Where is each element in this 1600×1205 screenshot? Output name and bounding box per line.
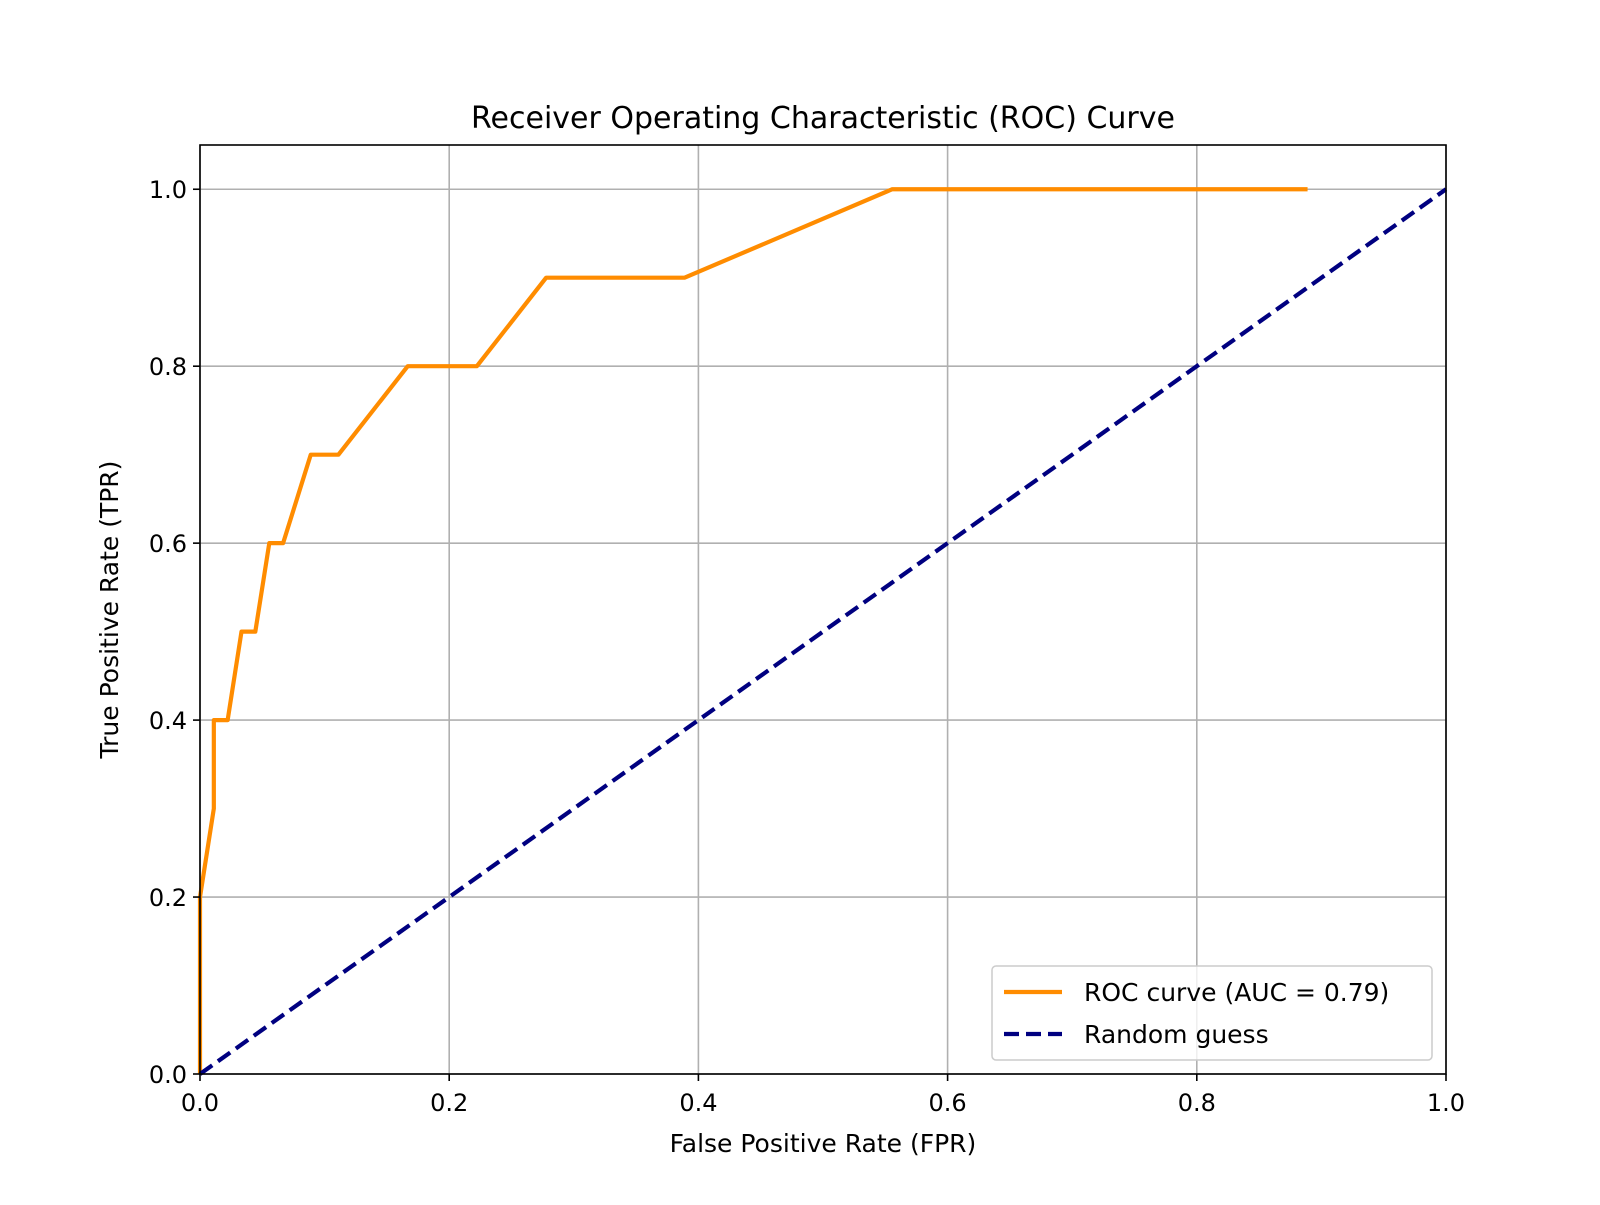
x-tick-label: 0.4 <box>679 1089 717 1117</box>
roc-curve-line <box>197 187 1308 1074</box>
random-guess-line <box>198 187 1448 1076</box>
y-tick-label: 0.4 <box>149 707 187 735</box>
plot-frame <box>199 144 1447 1075</box>
x-tick-label: 1.0 <box>1427 1089 1465 1117</box>
chart-title: Receiver Operating Characteristic (ROC) … <box>471 101 1175 136</box>
y-tick-label: 0.2 <box>149 884 187 912</box>
y-axis-label: True Positive Rate (TPR) <box>95 461 124 760</box>
y-tick-label: 0.0 <box>149 1061 187 1089</box>
series-layer <box>197 187 1448 1076</box>
legend-box <box>991 965 1433 1061</box>
legend: ROC curve (AUC = 0.79) Random guess <box>991 965 1433 1061</box>
y-tick-label: 0.8 <box>149 353 187 381</box>
y-tick-label: 0.6 <box>149 530 187 558</box>
x-tick-label: 0.2 <box>430 1089 468 1117</box>
x-tick-label: 0.8 <box>1178 1089 1216 1117</box>
x-tick-label: 0.6 <box>929 1089 967 1117</box>
x-axis-label: False Positive Rate (FPR) <box>670 1129 977 1158</box>
grid-layer <box>199 145 1447 1075</box>
legend-label: Random guess <box>1084 1020 1269 1049</box>
y-tick-label: 1.0 <box>149 176 187 204</box>
ticks-layer: 0.0 0.2 0.4 0.6 0.8 1.0 0.0 0.2 0.4 0.6 0.8 1.0 <box>149 176 1465 1117</box>
x-tick-label: 0.0 <box>181 1089 219 1117</box>
legend-label: ROC curve (AUC = 0.79) <box>1084 978 1389 1007</box>
